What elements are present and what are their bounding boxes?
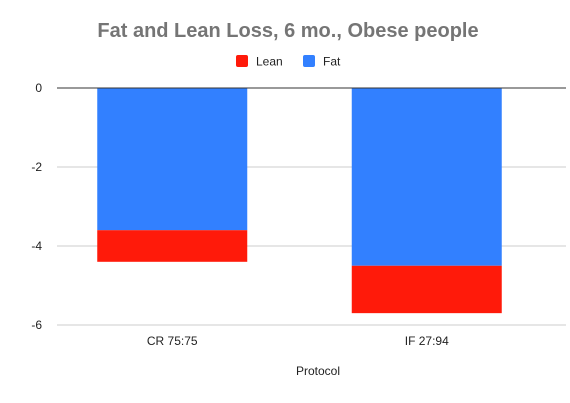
- bar-fat-1: [97, 88, 248, 231]
- chart-title: Fat and Lean Loss, 6 mo., Obese people: [97, 20, 478, 42]
- legend-swatch-lean: [236, 55, 248, 67]
- bar-lean-1: [97, 230, 248, 262]
- y-tick-label: -2: [31, 160, 42, 174]
- bar-lean-2: [351, 265, 502, 314]
- y-tick-label: -6: [31, 318, 42, 332]
- y-tick-label: 0: [35, 81, 42, 95]
- bars: [97, 88, 502, 314]
- x-axis-ticks: CR 75:75 IF 27:94: [147, 334, 449, 348]
- legend: Lean Fat: [236, 55, 341, 69]
- x-axis-title: Protocol: [296, 364, 340, 378]
- x-tick-label: IF 27:94: [405, 334, 449, 348]
- y-tick-label: -4: [31, 239, 42, 253]
- legend-label-lean: Lean: [256, 55, 283, 69]
- x-tick-label: CR 75:75: [147, 334, 198, 348]
- y-axis-ticks: 0 -2 -4 -6: [31, 81, 42, 332]
- legend-label-fat: Fat: [323, 55, 341, 69]
- legend-swatch-fat: [303, 55, 315, 67]
- bar-fat-2: [351, 88, 502, 266]
